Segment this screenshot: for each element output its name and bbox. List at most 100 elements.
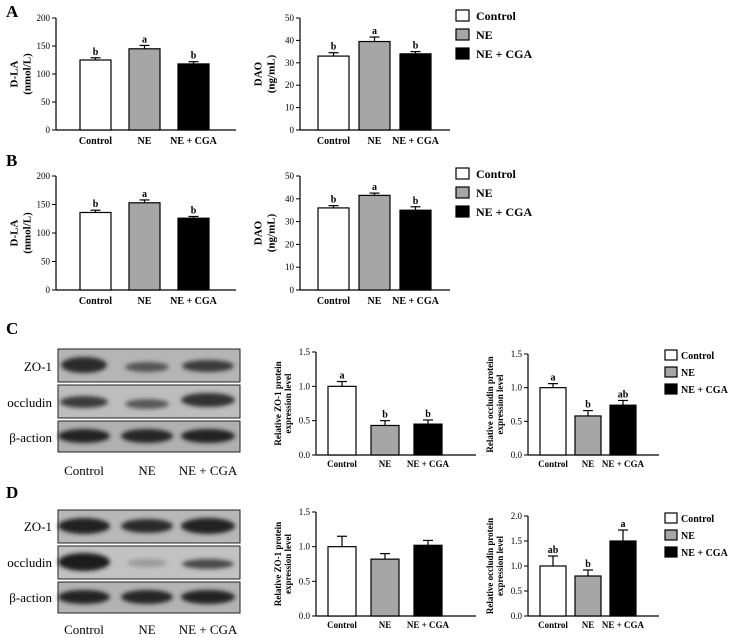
y-tick-label: 150	[37, 200, 51, 210]
blot-lane-label: NE + CGA	[179, 463, 238, 478]
y-axis-label: (ng/mL)	[266, 213, 278, 252]
y-tick-label: 20	[285, 239, 295, 249]
y-tick-label: 40	[285, 194, 295, 204]
panel-letter-a: A	[6, 2, 19, 21]
blot-band	[58, 553, 110, 571]
legend-swatch-control	[455, 9, 470, 22]
y-tick-label: 0	[46, 285, 51, 295]
y-axis-label: D-LA	[9, 61, 21, 88]
y-axis-label: DAO	[253, 220, 265, 245]
significance-letter: ab	[618, 389, 629, 400]
y-tick-label: 50	[285, 171, 295, 181]
significance-letter: b	[413, 41, 419, 52]
bar	[399, 53, 432, 131]
legend-label-ne: NE	[681, 368, 695, 379]
bar	[370, 558, 400, 617]
significance-letter: b	[191, 51, 197, 62]
significance-letter: b	[331, 195, 337, 206]
category-label: Control	[327, 620, 357, 630]
y-tick-label: 100	[37, 228, 51, 238]
panel-letter-b: B	[6, 151, 17, 170]
bar	[177, 217, 210, 291]
blot-lane-label: NE	[138, 463, 155, 478]
category-label: Control	[79, 296, 112, 307]
chart-c-occludin: 0.0 0.5 1.0 1.5 Relative occludin protein exp…	[485, 349, 659, 469]
chart-a-dao: 0 10 20 30 40 50 DAO (ng/mL) b Control a NE b NE + CG…	[253, 13, 450, 147]
bar	[128, 202, 161, 291]
bar	[609, 540, 637, 617]
legend-label-ne-cga: NE + CGA	[476, 47, 533, 61]
y-axis-label: expression level	[495, 535, 505, 596]
category-label: NE	[368, 296, 382, 307]
y-tick-label: 40	[285, 35, 295, 45]
blot-row-label: occludin	[7, 555, 52, 570]
y-tick-label: 0.5	[299, 416, 311, 426]
category-label: Control	[317, 136, 350, 147]
legend-label-control: Control	[476, 167, 516, 181]
y-axis-label: Relative ZO-1 protein	[273, 522, 283, 606]
y-tick-label: 1.5	[511, 349, 523, 359]
y-tick-label: 0.5	[511, 586, 523, 596]
y-tick-label: 30	[285, 58, 295, 68]
y-tick-label: 0.5	[511, 416, 523, 426]
blot-row-label: β-action	[9, 430, 52, 445]
legend-label-ne: NE	[476, 28, 493, 42]
significance-letter: a	[551, 373, 556, 384]
significance-letter: b	[425, 409, 431, 420]
y-tick-label: 1.0	[299, 542, 311, 552]
y-tick-label: 10	[285, 262, 295, 272]
legend-label-control: Control	[681, 351, 714, 362]
significance-letter: b	[93, 199, 99, 210]
bar	[539, 387, 567, 456]
blot-band	[181, 429, 235, 443]
blot-band	[127, 559, 167, 567]
bar	[609, 404, 637, 456]
legend-swatch-ne	[455, 28, 470, 41]
y-tick-label: 0	[290, 125, 295, 135]
bar	[327, 385, 357, 456]
legend-c: Control NE NE + CGA	[664, 349, 729, 396]
blot-band	[61, 357, 107, 373]
chart-a-dla: 0 50 100 150 200 D-LA (nmol/L) b Control a NE b NE +…	[9, 13, 236, 147]
chart-b-dao: 0 10 20 30 40 50 DAO (ng/mL) b Control a NE b NE + CG…	[253, 171, 450, 307]
blot-band	[60, 396, 108, 408]
blot-band	[121, 519, 173, 533]
category-label: NE + CGA	[170, 296, 218, 307]
y-axis-label: expression level	[495, 374, 505, 435]
legend-label-ne: NE	[681, 531, 695, 542]
blot-lane-label: Control	[64, 463, 104, 478]
y-tick-label: 1.0	[511, 383, 523, 393]
legend-swatch-ne-cga	[455, 47, 470, 60]
category-label: Control	[327, 459, 357, 469]
legend-swatch-ne	[664, 366, 678, 378]
y-tick-label: 200	[37, 171, 51, 181]
y-axis-label: Relative occludin protein	[485, 518, 495, 614]
legend-label-ne-cga: NE + CGA	[476, 205, 533, 219]
y-tick-label: 0	[46, 125, 51, 135]
significance-letter: b	[191, 205, 197, 216]
y-tick-label: 1.5	[511, 536, 523, 546]
y-tick-label: 10	[285, 103, 295, 113]
y-tick-label: 2.0	[511, 511, 523, 521]
category-label: NE + CGA	[392, 296, 440, 307]
bar	[128, 48, 161, 131]
significance-letter: ab	[548, 545, 559, 556]
blot-lane-label: Control	[64, 622, 104, 637]
blot-band	[58, 518, 110, 534]
y-tick-label: 0.5	[299, 576, 311, 586]
y-tick-label: 1.0	[511, 561, 523, 571]
legend-swatch-ne-cga	[664, 546, 678, 558]
y-axis-label: (nmol/L)	[22, 212, 34, 254]
bar	[358, 194, 391, 291]
y-axis-label: expression level	[283, 533, 293, 594]
bar	[177, 63, 210, 131]
category-label: NE	[582, 620, 595, 630]
blot-band	[181, 518, 235, 534]
category-label: NE	[138, 296, 152, 307]
y-tick-label: 1.5	[299, 507, 311, 517]
bar	[413, 423, 443, 456]
bar	[413, 544, 443, 617]
y-tick-label: 1.0	[299, 381, 311, 391]
blot-lane-label: NE	[138, 622, 155, 637]
chart-d-zo1: 0.0 0.5 1.0 1.5 Relative ZO-1 protein express…	[273, 507, 476, 630]
